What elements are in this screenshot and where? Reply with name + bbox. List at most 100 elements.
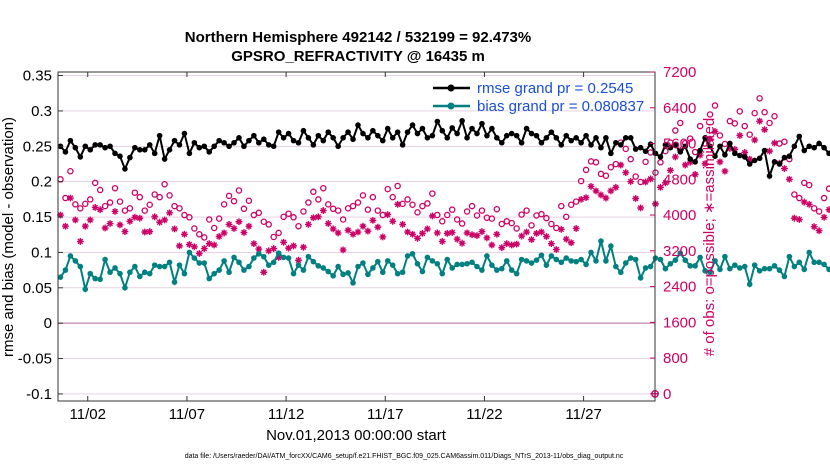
rmse-point (345, 129, 351, 135)
possible-obs-point (354, 199, 362, 206)
possible-obs-point (280, 213, 287, 221)
x-axis-label: Nov.01,2013 00:00:00 start (266, 427, 447, 444)
possible-obs-point (612, 160, 620, 168)
bias-point (518, 256, 525, 263)
bias-point (419, 268, 426, 275)
bias-point (662, 265, 669, 272)
possible-obs-point (409, 201, 416, 209)
assimilated-obs-point (741, 149, 749, 156)
possible-obs-point (642, 158, 649, 166)
assimilated-obs-point (156, 218, 164, 226)
rmse-point (394, 129, 401, 135)
possible-obs-point (647, 149, 654, 156)
assimilated-obs-point (815, 227, 823, 235)
possible-obs-point (716, 132, 724, 139)
bias-point (226, 269, 232, 276)
assimilated-obs-point (726, 145, 734, 152)
rmse-point (771, 159, 778, 165)
assimilated-obs-point (671, 153, 679, 161)
possible-obs-point (513, 225, 520, 232)
assimilated-obs-point (414, 234, 421, 242)
bias-point (394, 270, 401, 277)
assimilated-obs-point (344, 226, 352, 234)
assimilated-obs-point (428, 212, 436, 220)
legend-rmse-marker (447, 84, 455, 92)
bias-point (603, 258, 609, 264)
legend-bias-marker (447, 102, 455, 110)
rmse-point (707, 143, 713, 150)
bias-point (355, 263, 361, 270)
assimilated-obs-point (369, 217, 377, 224)
assimilated-obs-point (761, 126, 768, 134)
rmse-point (811, 144, 817, 151)
assimilated-obs-point (523, 228, 530, 236)
assimilated-obs-point (116, 221, 124, 229)
bias-point (593, 258, 599, 264)
rmse-point (632, 146, 639, 152)
bias-point (137, 273, 143, 280)
rmse-point (697, 147, 703, 154)
bias-point (310, 258, 317, 265)
bias-point (57, 274, 64, 280)
assimilated-obs-point (285, 244, 292, 252)
assimilated-obs-point (424, 225, 431, 233)
rmse-point (82, 143, 89, 150)
chart-title: Northern Hemisphere 492142 / 532199 = 92… (185, 29, 531, 46)
bias-point (399, 269, 406, 276)
plot-frame (57, 71, 656, 402)
bias-point (642, 265, 649, 271)
assimilated-obs-point (751, 136, 759, 144)
bias-point (320, 265, 327, 271)
assimilated-obs-point (662, 179, 669, 187)
possible-obs-point (315, 196, 322, 203)
bias-point (498, 265, 505, 272)
bias-point (295, 262, 302, 268)
possible-obs-point (131, 189, 139, 196)
possible-obs-point (825, 185, 830, 192)
y-right-tick-label-9: 7200 (663, 64, 696, 81)
bias-point (315, 263, 322, 269)
assimilated-obs-point (433, 229, 441, 237)
rmse-point (806, 143, 813, 150)
assimilated-obs-point (81, 222, 89, 230)
rmse-point (741, 154, 748, 160)
bias-point (260, 253, 267, 260)
possible-obs-point (240, 205, 248, 213)
rmse-point (226, 143, 232, 150)
bias-point (241, 267, 247, 273)
bias-point (404, 253, 411, 259)
rmse-point (647, 141, 654, 147)
assimilated-obs-point (771, 139, 778, 147)
assimilated-obs-point (453, 235, 461, 243)
y-right-tick-label-0: 0 (663, 386, 671, 403)
possible-obs-point (791, 191, 798, 198)
bias-point (732, 262, 738, 268)
y-tick-label-1: -0.05 (18, 351, 52, 368)
y-tick-label-4: 0.1 (31, 244, 52, 261)
rmse-point (454, 130, 460, 137)
assimilated-obs-point (781, 165, 788, 172)
possible-obs-point (384, 185, 391, 193)
y-tick-label-7: 0.25 (23, 138, 52, 155)
rmse-point (171, 137, 178, 144)
possible-obs-point (389, 193, 396, 201)
rmse-point (375, 132, 381, 139)
assimilated-obs-point (627, 178, 635, 185)
possible-obs-point (498, 220, 506, 228)
rmse-point (67, 137, 74, 144)
bias-point (176, 262, 183, 268)
possible-obs-point (349, 202, 357, 210)
assimilated-obs-point (513, 240, 521, 248)
rmse-point (221, 139, 227, 146)
assimilated-obs-point (409, 230, 416, 238)
assimilated-obs-point (448, 229, 456, 236)
rmse-point (275, 129, 282, 135)
rmse-point (166, 147, 173, 153)
possible-obs-point (677, 119, 684, 127)
possible-obs-point (468, 202, 476, 210)
assimilated-obs-point (617, 161, 625, 169)
assimilated-obs-point (161, 216, 169, 224)
x-tick-label-3: 11/17 (367, 406, 403, 423)
rmse-point (464, 135, 470, 141)
possible-obs-point (810, 205, 818, 212)
